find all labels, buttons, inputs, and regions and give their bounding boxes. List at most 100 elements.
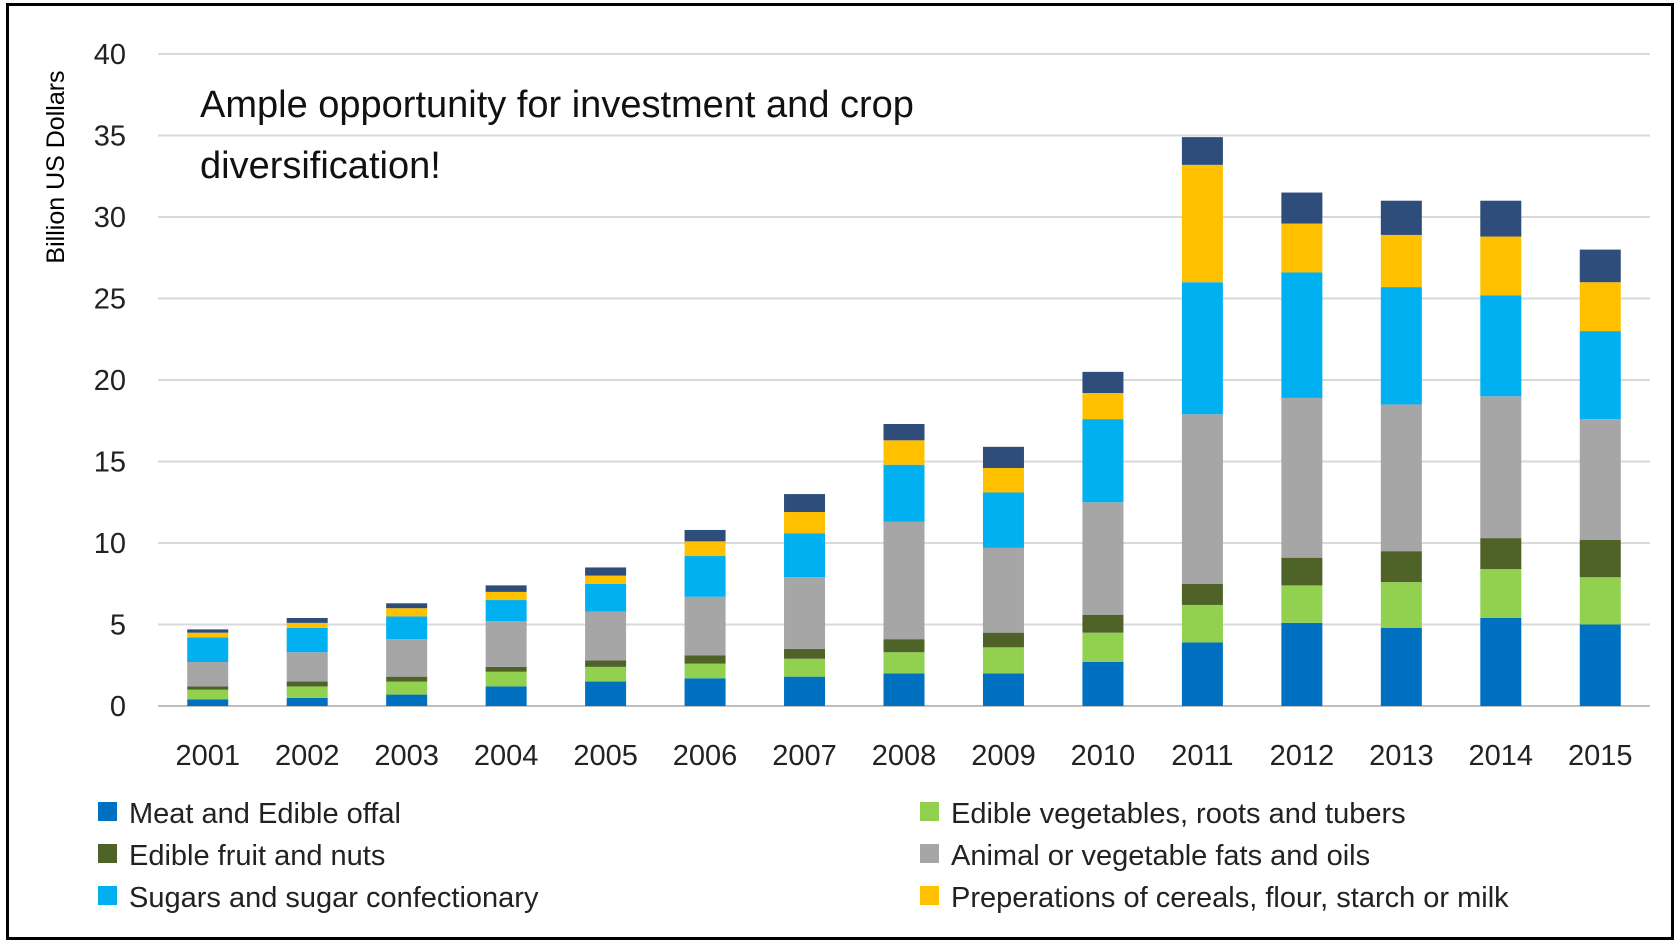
bar-segment (1480, 396, 1522, 539)
bar-segment (386, 676, 428, 682)
y-tick-label: 25 (94, 284, 126, 316)
legend-label: Edible vegetables, roots and tubers (951, 798, 1406, 830)
legend-label: Sugars and sugar confectionary (129, 882, 539, 914)
bar-segment (286, 697, 328, 706)
bar-segment (1281, 397, 1323, 558)
bar-segment (286, 622, 328, 628)
bar-segment (1579, 539, 1621, 578)
bar-segment (784, 533, 826, 578)
bar-segment (684, 529, 726, 542)
bar-segment (684, 596, 726, 656)
legend-swatch (920, 844, 939, 863)
bar-segment (286, 627, 328, 653)
bar-segment (187, 629, 229, 633)
bar-segment (684, 556, 726, 597)
legend-swatch (920, 802, 939, 821)
bar-segment (784, 658, 826, 677)
bar-segment (684, 678, 726, 706)
x-axis-ticks: 2001 2002 2003 2004 2005 2006 2007 2008 2009 2010… (175, 740, 1632, 772)
y-tick-label: 30 (94, 202, 126, 234)
x-tick-label: 2008 (872, 740, 937, 772)
bar-segment (386, 681, 428, 695)
bar-segment (187, 686, 229, 690)
x-tick-label: 2009 (971, 740, 1036, 772)
y-tick-label: 15 (94, 447, 126, 479)
y-tick-label: 40 (94, 39, 126, 71)
bar-segment (1181, 604, 1223, 643)
bar-segment (585, 681, 627, 706)
bar-segment (982, 446, 1024, 469)
bar-segment (485, 585, 527, 592)
bar-segment (1181, 414, 1223, 584)
y-axis-label: Billion US Dollars (42, 70, 70, 263)
bar-segment (1579, 624, 1621, 706)
bar-segment (883, 440, 925, 465)
x-tick-label: 2015 (1568, 740, 1633, 772)
bar-segment (982, 492, 1024, 548)
legend-label: Animal or vegetable fats and oils (951, 840, 1370, 872)
bar-segment (386, 608, 428, 617)
bar-segment (1380, 404, 1422, 552)
bar-segment (1082, 502, 1124, 615)
x-tick-label: 2014 (1469, 740, 1534, 772)
bar-segment (1480, 617, 1522, 706)
bar-segment (187, 632, 229, 638)
bar-segment (883, 424, 925, 441)
bar-segment (883, 652, 925, 674)
bar-segment (485, 591, 527, 601)
bar-segment (1281, 622, 1323, 706)
bar-segment (883, 464, 925, 522)
bar-segment (1579, 331, 1621, 420)
y-tick-label: 20 (94, 365, 126, 397)
bar-segment (485, 666, 527, 672)
bar-segment (1082, 419, 1124, 503)
annotation-line-2: diversification! (200, 145, 441, 187)
legend-swatch (98, 844, 117, 863)
y-tick-label: 0 (110, 691, 126, 723)
bar-segment (585, 666, 627, 682)
bar-segment (386, 694, 428, 706)
bar-segment (1082, 661, 1124, 706)
x-tick-label: 2002 (275, 740, 340, 772)
bar-segment (982, 547, 1024, 633)
bar-segment (485, 671, 527, 687)
bar-segment (784, 577, 826, 649)
bar-segment (1281, 223, 1323, 273)
x-tick-label: 2013 (1369, 740, 1434, 772)
bar-segment (684, 663, 726, 679)
bar-segment (1281, 192, 1323, 224)
bar-segment (187, 637, 229, 662)
x-tick-label: 2001 (175, 740, 240, 772)
x-tick-label: 2012 (1270, 740, 1335, 772)
bar-segment (982, 647, 1024, 674)
bar-segment (286, 652, 328, 682)
bar-segment (1380, 551, 1422, 583)
bar-segment (1082, 393, 1124, 420)
x-tick-label: 2010 (1071, 740, 1136, 772)
bar-segment (187, 661, 229, 687)
x-tick-label: 2005 (573, 740, 638, 772)
y-tick-label: 5 (110, 610, 126, 642)
bar-segment (1380, 287, 1422, 405)
bar-segment (386, 616, 428, 640)
bar-segment (286, 686, 328, 698)
bar-segment (1181, 642, 1223, 706)
bar-segment (784, 676, 826, 706)
bar-segment (1082, 614, 1124, 633)
bar-segment (1082, 632, 1124, 662)
bar-segment (1480, 538, 1522, 570)
legend-swatch (98, 886, 117, 905)
bar-segment (1480, 200, 1522, 237)
bar-segment (1579, 577, 1621, 625)
bar-segment (1380, 582, 1422, 628)
x-tick-label: 2006 (673, 740, 738, 772)
bar-segment (784, 512, 826, 534)
bar-segment (485, 621, 527, 667)
legend-label: Preperations of cereals, flour, starch o… (951, 882, 1509, 914)
y-tick-label: 10 (94, 528, 126, 560)
bar-segment (883, 639, 925, 653)
bar-segment (1281, 585, 1323, 623)
bar-segment (585, 567, 627, 576)
bar-segment (585, 660, 627, 667)
